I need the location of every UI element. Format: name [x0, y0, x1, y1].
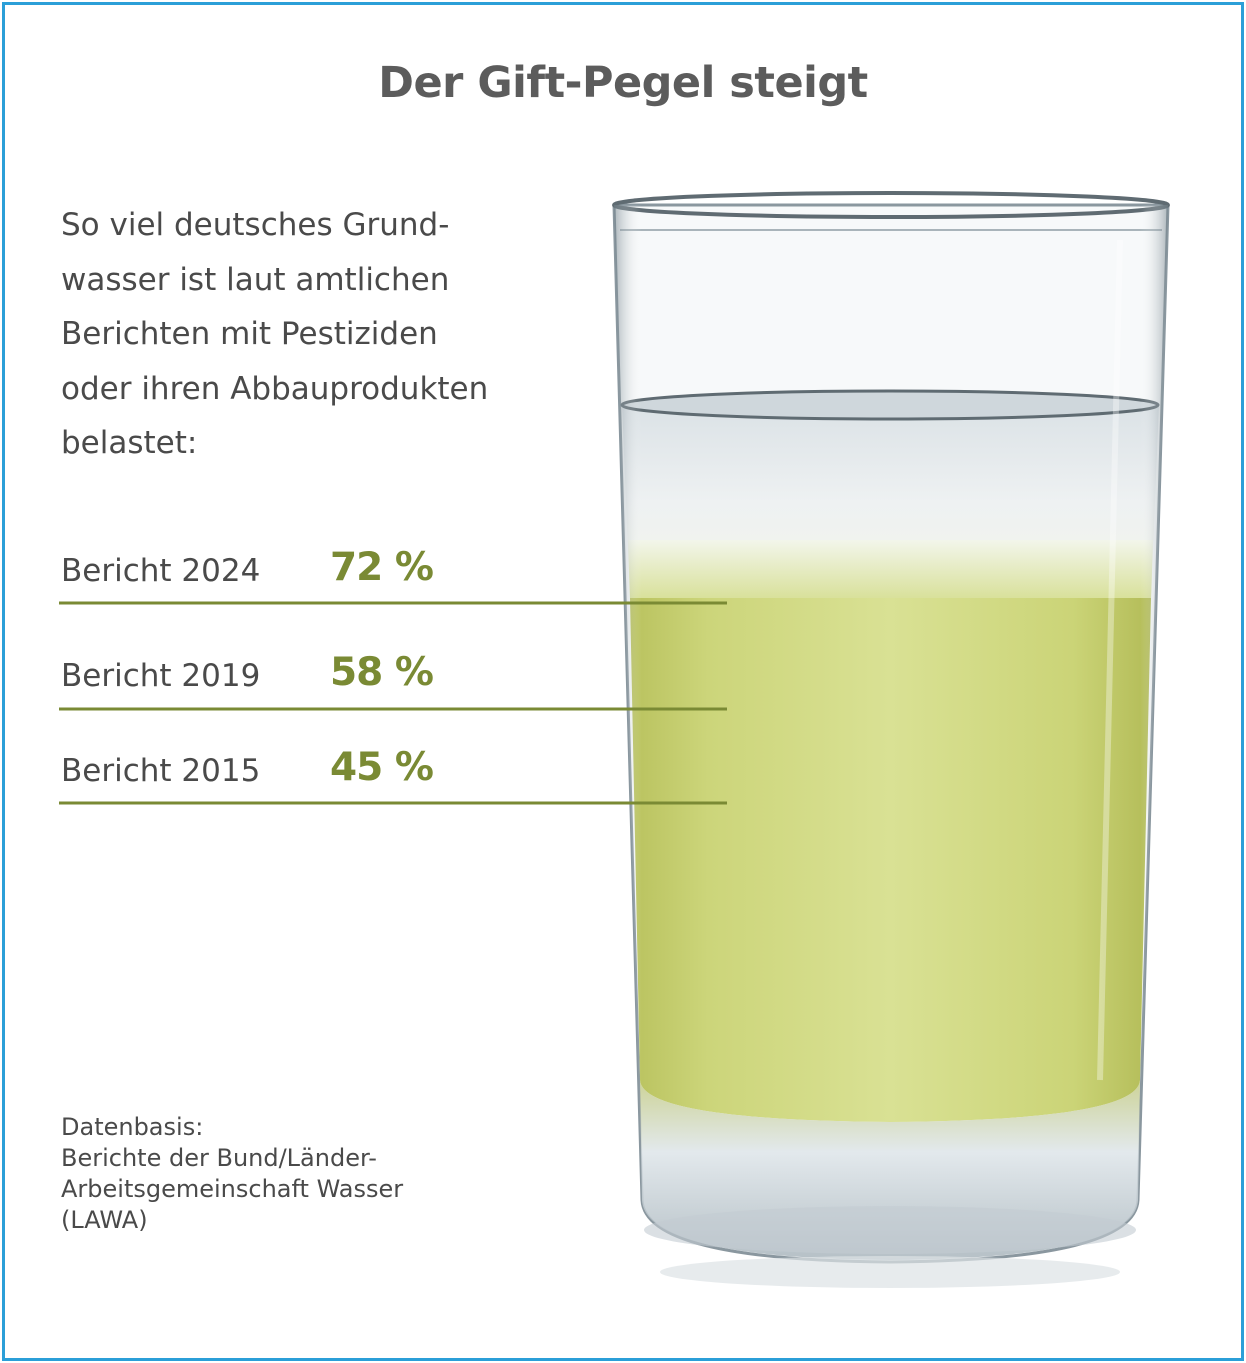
source-line-2: Arbeitsgemeinschaft Wasser	[61, 1175, 404, 1203]
row-label-2019: Bericht 2019	[61, 658, 261, 694]
intro-text: So viel deutsches Grund- wasser ist laut…	[61, 207, 489, 461]
source-line-3: (LAWA)	[61, 1206, 148, 1234]
row-label-2024: Bericht 2024	[61, 553, 261, 589]
row-value-2024: 72 %	[330, 545, 434, 590]
row-value-2019: 58 %	[330, 650, 434, 695]
source-line-1: Berichte der Bund/Länder-	[61, 1144, 377, 1172]
chart-title: Der Gift-Pegel steigt	[378, 58, 868, 108]
row-value-2015: 45 %	[330, 745, 434, 790]
source-note: Datenbasis: Berichte der Bund/Länder- Ar…	[61, 1112, 581, 1236]
source-heading: Datenbasis:	[61, 1113, 204, 1141]
row-label-2015: Bericht 2015	[61, 753, 261, 789]
